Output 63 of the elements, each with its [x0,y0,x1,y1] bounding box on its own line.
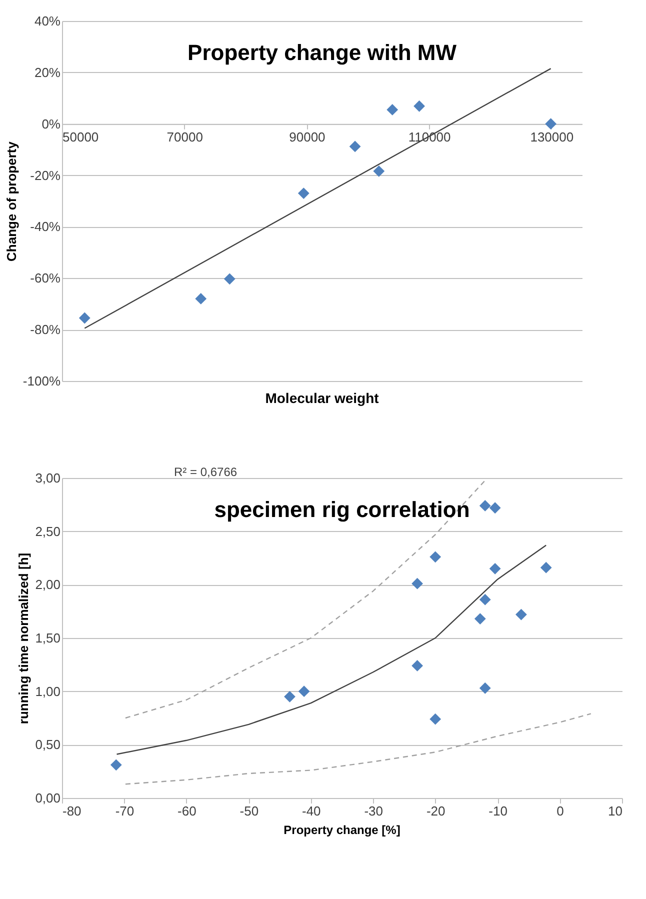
y-tick-label: -80% [30,322,61,338]
point [110,759,122,771]
point [540,562,552,574]
point [479,594,491,606]
line-series [116,544,547,755]
point [386,104,398,116]
point [298,188,310,199]
point [284,690,296,702]
text: specimen rig correlation [214,497,470,522]
x-tick-label: 90000 [289,129,326,144]
annotation: R² = 0,6766 [174,465,238,479]
point [430,551,442,563]
x-tick-label: 130000 [530,129,574,144]
x-tick-label: -20 [426,804,446,818]
y-tick-label: 0,00 [35,790,60,806]
x-tick-label: -80 [62,804,82,818]
y-tick-label: 2,50 [35,524,60,539]
point [349,140,361,152]
x-axis-title: Molecular weight [265,390,380,406]
point [224,273,236,285]
y-tick-label: 2,00 [35,577,60,592]
point [489,562,501,574]
x-tick-label: 50000 [62,129,99,144]
x-tick-label: 10 [608,804,622,818]
y-tick-label: -40% [30,219,61,234]
x-tick-label: -30 [364,804,384,818]
y-tick-label: 20% [34,64,61,80]
y-tick-label: -20% [30,168,61,183]
x-tick-label: -70 [115,804,134,818]
point [78,312,90,324]
point [195,293,207,304]
point [516,608,527,620]
x-tick-label: -50 [240,804,259,818]
x-axis-title: Property change [%] [284,823,400,837]
point [479,500,491,512]
y-tick-label: 1,00 [35,684,60,699]
point [479,682,491,694]
point [545,118,556,130]
point [474,613,486,624]
y-axis-title: running time normalized [h] [16,552,32,724]
x-tick-label: -40 [302,804,321,818]
point [414,100,425,112]
y-tick-label: 0% [42,116,61,132]
y-tick-label: -100% [22,374,61,388]
x-tick-label: 0 [556,804,564,818]
point [489,502,501,514]
point [298,686,310,698]
y-tick-label: 3,00 [35,470,60,486]
line-series [124,713,592,785]
line-series [124,478,487,719]
text: Property change with MW [188,40,457,65]
point [430,713,442,725]
y-tick-label: 1,50 [35,630,60,646]
y-tick-label: 0,50 [35,737,60,752]
y-tick-label: -60% [30,270,61,286]
y-tick-label: 40% [34,14,61,28]
y-axis-title: Change of property [4,140,19,262]
x-tick-label: 70000 [166,129,203,144]
point [412,578,423,590]
point [412,660,423,672]
x-tick-label: -10 [488,804,508,818]
point [373,165,385,177]
x-tick-label: -60 [178,804,196,818]
